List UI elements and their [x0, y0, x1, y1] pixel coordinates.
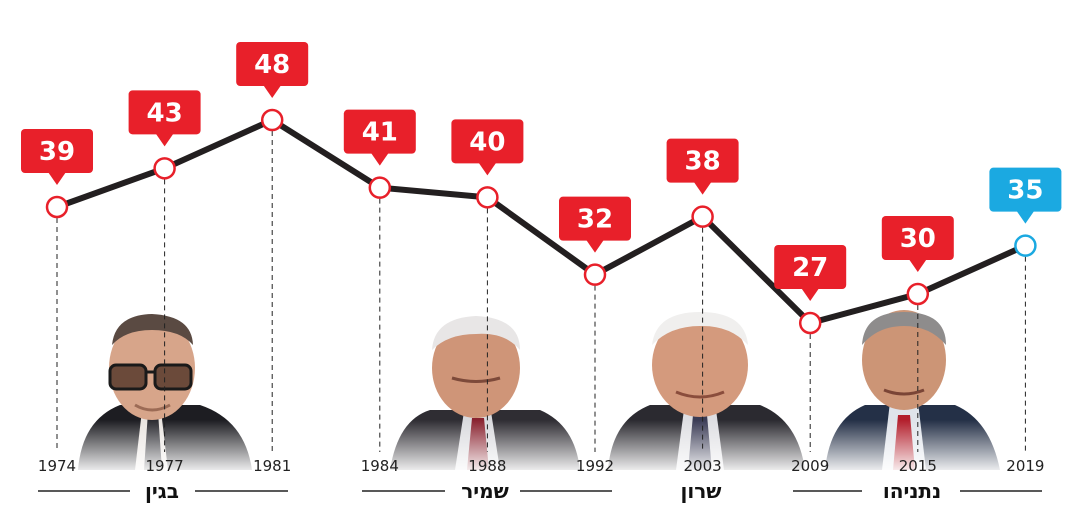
markers [45, 108, 1037, 335]
value-label-text: 48 [254, 50, 290, 80]
value-label: 32 [559, 196, 631, 253]
value-label-text: 41 [362, 118, 398, 148]
leader-name-shamir: שמיר [461, 479, 509, 503]
value-label-text: 39 [39, 137, 75, 167]
value-label-tail [586, 239, 604, 253]
leader-name-netanyahu: נתניהו [883, 479, 941, 503]
data-point [906, 282, 930, 306]
data-point [1014, 234, 1037, 257]
x-tick-label: 2009 [791, 457, 829, 475]
value-label-box [559, 196, 631, 241]
value-label-tail [801, 288, 820, 301]
x-tick-label: 1992 [576, 457, 614, 475]
value-label-tail [1016, 210, 1035, 224]
leader-begin: בגין [38, 479, 288, 503]
leader-name-begin: בגין [145, 479, 179, 503]
data-point [45, 195, 69, 219]
data-point [691, 205, 714, 228]
value-label-text: 40 [469, 127, 505, 157]
value-label-text: 30 [900, 224, 936, 254]
value-label-tail [48, 172, 66, 185]
x-tick-labels: 1974 1977 1981 1984 1988 1992 2003 2009 2015 2019 [38, 457, 1045, 475]
x-tick-label: 1974 [38, 457, 76, 475]
value-label: 39 [21, 129, 93, 185]
value-labels: 39 43 48 41 40 32 38 27 30 35 [21, 42, 1062, 301]
value-label: 41 [343, 109, 416, 166]
x-tick-label: 2003 [684, 457, 722, 475]
data-point [583, 263, 607, 286]
value-label-box [666, 138, 739, 183]
value-label-text: 32 [577, 205, 613, 235]
value-label: 48 [236, 42, 309, 98]
value-label-box [343, 109, 416, 154]
x-tick-label: 2015 [899, 457, 937, 475]
data-point [798, 311, 822, 335]
data-point [368, 176, 392, 199]
value-label: 40 [451, 119, 524, 176]
value-label-box [881, 216, 954, 260]
value-label: 30 [881, 216, 954, 272]
value-label-text: 43 [147, 98, 183, 128]
value-label-box [21, 129, 93, 173]
value-label-tail [263, 85, 282, 98]
x-tick-label: 2019 [1006, 457, 1044, 475]
value-label-tail [908, 259, 927, 272]
leader-shamir: שמיר [362, 479, 612, 503]
series-line-layer [54, 117, 1029, 326]
value-label-box [774, 245, 847, 289]
x-tick-label: 1984 [361, 457, 399, 475]
value-label-tail [370, 152, 389, 166]
drop-lines [56, 131, 1026, 452]
value-label-tail [478, 162, 497, 176]
x-tick-label: 1977 [146, 457, 184, 475]
leader-name-sharon: שרון [681, 479, 722, 503]
value-label-box [236, 42, 309, 86]
value-label-tail [693, 181, 712, 195]
series-line [54, 117, 1029, 326]
value-label-box [128, 90, 201, 135]
value-label: 43 [128, 90, 201, 147]
value-label: 38 [666, 138, 739, 195]
value-label-box [989, 167, 1062, 212]
value-label: 27 [774, 245, 847, 301]
value-label-text: 27 [792, 253, 828, 283]
value-label-text: 38 [685, 147, 721, 177]
leader-netanyahu: נתניהו [793, 479, 1042, 503]
data-point [153, 157, 176, 180]
leader-sharon: שרון [681, 479, 722, 503]
portrait-fade [0, 420, 1080, 475]
x-tick-label: 1981 [253, 457, 291, 475]
value-label: 35 [989, 167, 1062, 224]
value-label-text: 35 [1007, 176, 1043, 206]
data-point [476, 186, 499, 209]
value-label-box [451, 119, 524, 164]
x-tick-label: 1988 [468, 457, 506, 475]
value-label-tail [155, 133, 174, 147]
data-point [260, 108, 284, 132]
